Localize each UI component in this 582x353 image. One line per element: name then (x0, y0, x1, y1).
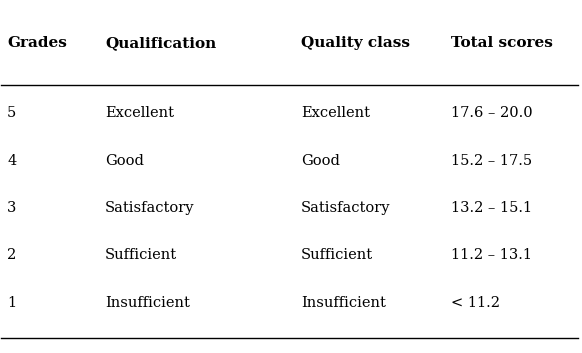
Text: Satisfactory: Satisfactory (301, 201, 391, 215)
Text: 15.2 – 17.5: 15.2 – 17.5 (451, 154, 533, 168)
Text: 17.6 – 20.0: 17.6 – 20.0 (451, 107, 533, 120)
Text: 5: 5 (7, 107, 16, 120)
Text: Qualification: Qualification (105, 36, 217, 50)
Text: 4: 4 (7, 154, 16, 168)
Text: Good: Good (301, 154, 340, 168)
Text: Sufficient: Sufficient (105, 248, 178, 262)
Text: Satisfactory: Satisfactory (105, 201, 194, 215)
Text: 2: 2 (7, 248, 16, 262)
Text: Grades: Grades (7, 36, 67, 50)
Text: 13.2 – 15.1: 13.2 – 15.1 (451, 201, 533, 215)
Text: Excellent: Excellent (301, 107, 370, 120)
Text: < 11.2: < 11.2 (451, 295, 500, 310)
Text: 11.2 – 13.1: 11.2 – 13.1 (451, 248, 532, 262)
Text: Insufficient: Insufficient (105, 295, 190, 310)
Text: Excellent: Excellent (105, 107, 174, 120)
Text: Quality class: Quality class (301, 36, 410, 50)
Text: Good: Good (105, 154, 144, 168)
Text: Total scores: Total scores (451, 36, 553, 50)
Text: Insufficient: Insufficient (301, 295, 386, 310)
Text: Sufficient: Sufficient (301, 248, 373, 262)
Text: 1: 1 (7, 295, 16, 310)
Text: 3: 3 (7, 201, 16, 215)
